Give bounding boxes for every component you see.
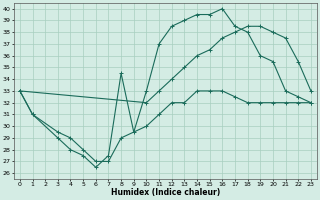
X-axis label: Humidex (Indice chaleur): Humidex (Indice chaleur) — [111, 188, 220, 197]
